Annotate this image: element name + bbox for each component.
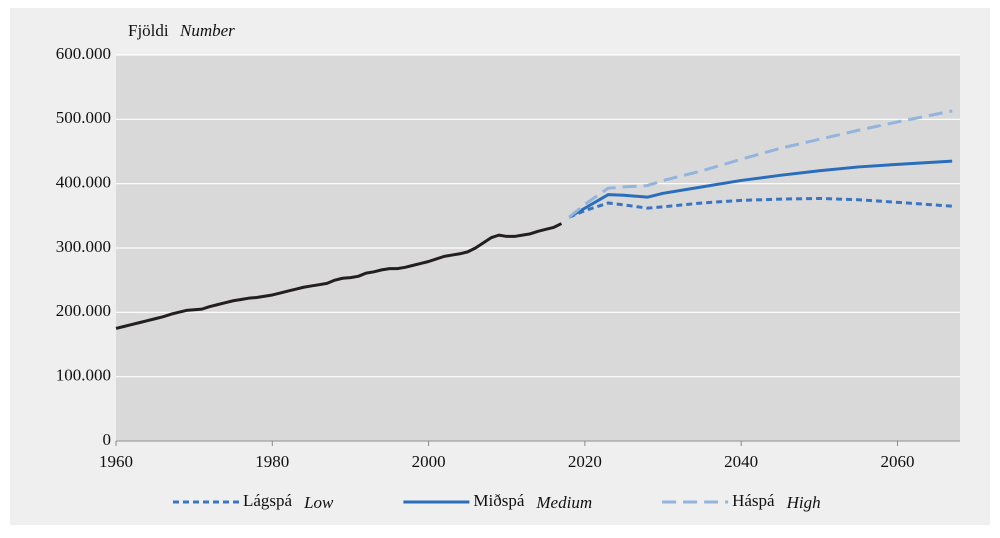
legend-label-english: High xyxy=(786,493,821,512)
series-line xyxy=(568,109,953,219)
series-line xyxy=(568,159,953,219)
series-line xyxy=(568,196,953,219)
legend-label: Miðspá xyxy=(473,491,524,510)
y-tick-label: 100.000 xyxy=(56,366,111,385)
y-tick-label: 400.000 xyxy=(56,173,111,192)
y-label: Fjöldi xyxy=(128,21,169,40)
y-tick-label: 500.000 xyxy=(56,108,111,127)
y-tick-label: 0 xyxy=(103,430,112,449)
legend-label-english: Medium xyxy=(535,493,592,512)
x-tick-label: 2020 xyxy=(568,452,602,471)
y-tick-label: 600.000 xyxy=(56,44,111,63)
x-tick-label: 1980 xyxy=(255,452,289,471)
x-tick-label: 2060 xyxy=(880,452,914,471)
legend-label: Lágspá xyxy=(243,491,293,510)
legend-label-english: Low xyxy=(303,493,334,512)
y-tick-label: 300.000 xyxy=(56,237,111,256)
x-tick-label: 1960 xyxy=(99,452,133,471)
series-line xyxy=(115,222,563,330)
x-tick-label: 2000 xyxy=(412,452,446,471)
y-label-english: Number xyxy=(179,21,235,40)
y-tick-label: 200.000 xyxy=(56,301,111,320)
legend-label: Háspá xyxy=(732,491,775,510)
x-tick-label: 2040 xyxy=(724,452,758,471)
